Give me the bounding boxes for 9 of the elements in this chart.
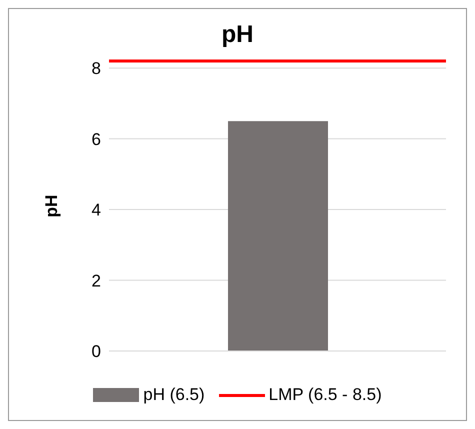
y-tick-label: 8 [92,59,101,78]
y-tick-label: 6 [92,130,101,149]
y-tick-label: 4 [92,200,101,220]
legend-label: LMP (6.5 - 8.5) [268,385,382,405]
y-tick-label: 0 [92,342,101,362]
chart-title: pH [220,21,254,50]
y-axis-title: pH [42,194,62,218]
legend-label: pH (6.5) [143,385,205,405]
y-tick-label: 2 [92,271,101,290]
